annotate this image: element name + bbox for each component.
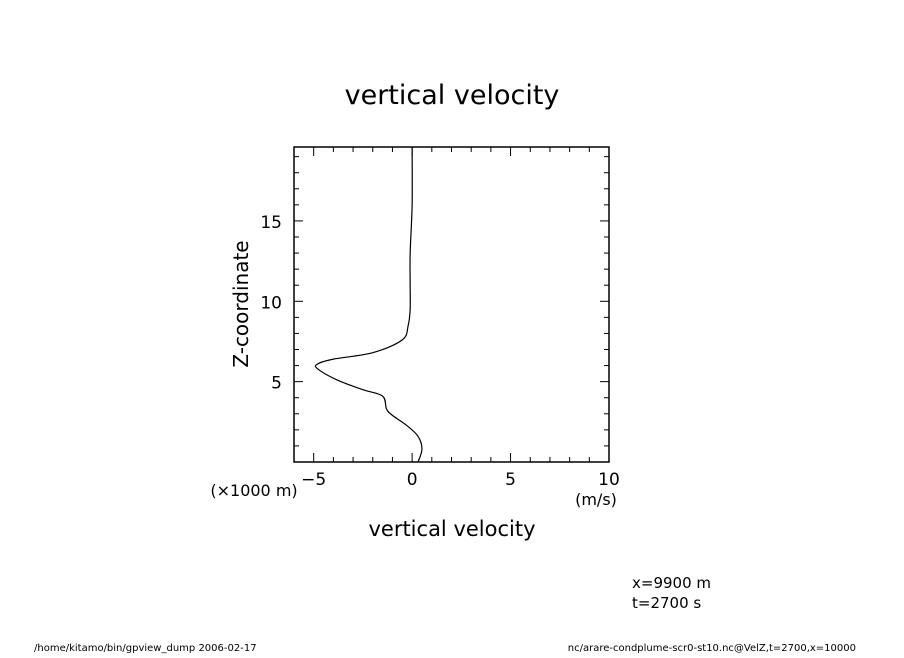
footer-left: /home/kitamo/bin/gpview_dump 2006-02-17: [34, 643, 257, 654]
y-tick-label: 5: [271, 374, 282, 394]
x-position-annotation: x=9900 m: [632, 574, 711, 592]
x-tick-label: −5: [301, 470, 326, 490]
y-tick-label: 10: [260, 293, 282, 313]
y-axis-label: Z-coordinate: [229, 240, 253, 367]
series-group: [314, 146, 423, 463]
x-units-label: (m/s): [575, 490, 617, 509]
time-annotation: t=2700 s: [632, 594, 701, 612]
series-line: [314, 146, 423, 463]
footer-right: nc/arare-condplume-scr0-st10.nc@VelZ,t=2…: [568, 643, 856, 654]
chart-title: vertical velocity: [345, 80, 560, 111]
y-tick-label: 15: [260, 213, 282, 233]
tick-marks: [293, 147, 610, 462]
x-tick-label: 0: [407, 470, 418, 490]
plot-frame: [293, 146, 610, 463]
y-units-label: (×1000 m): [210, 481, 297, 500]
x-tick-label: 5: [505, 470, 516, 490]
x-tick-label: 10: [598, 470, 620, 490]
x-axis-label: vertical velocity: [368, 517, 535, 541]
tick-labels: −5 0 5 10 5 10 15: [260, 213, 619, 490]
